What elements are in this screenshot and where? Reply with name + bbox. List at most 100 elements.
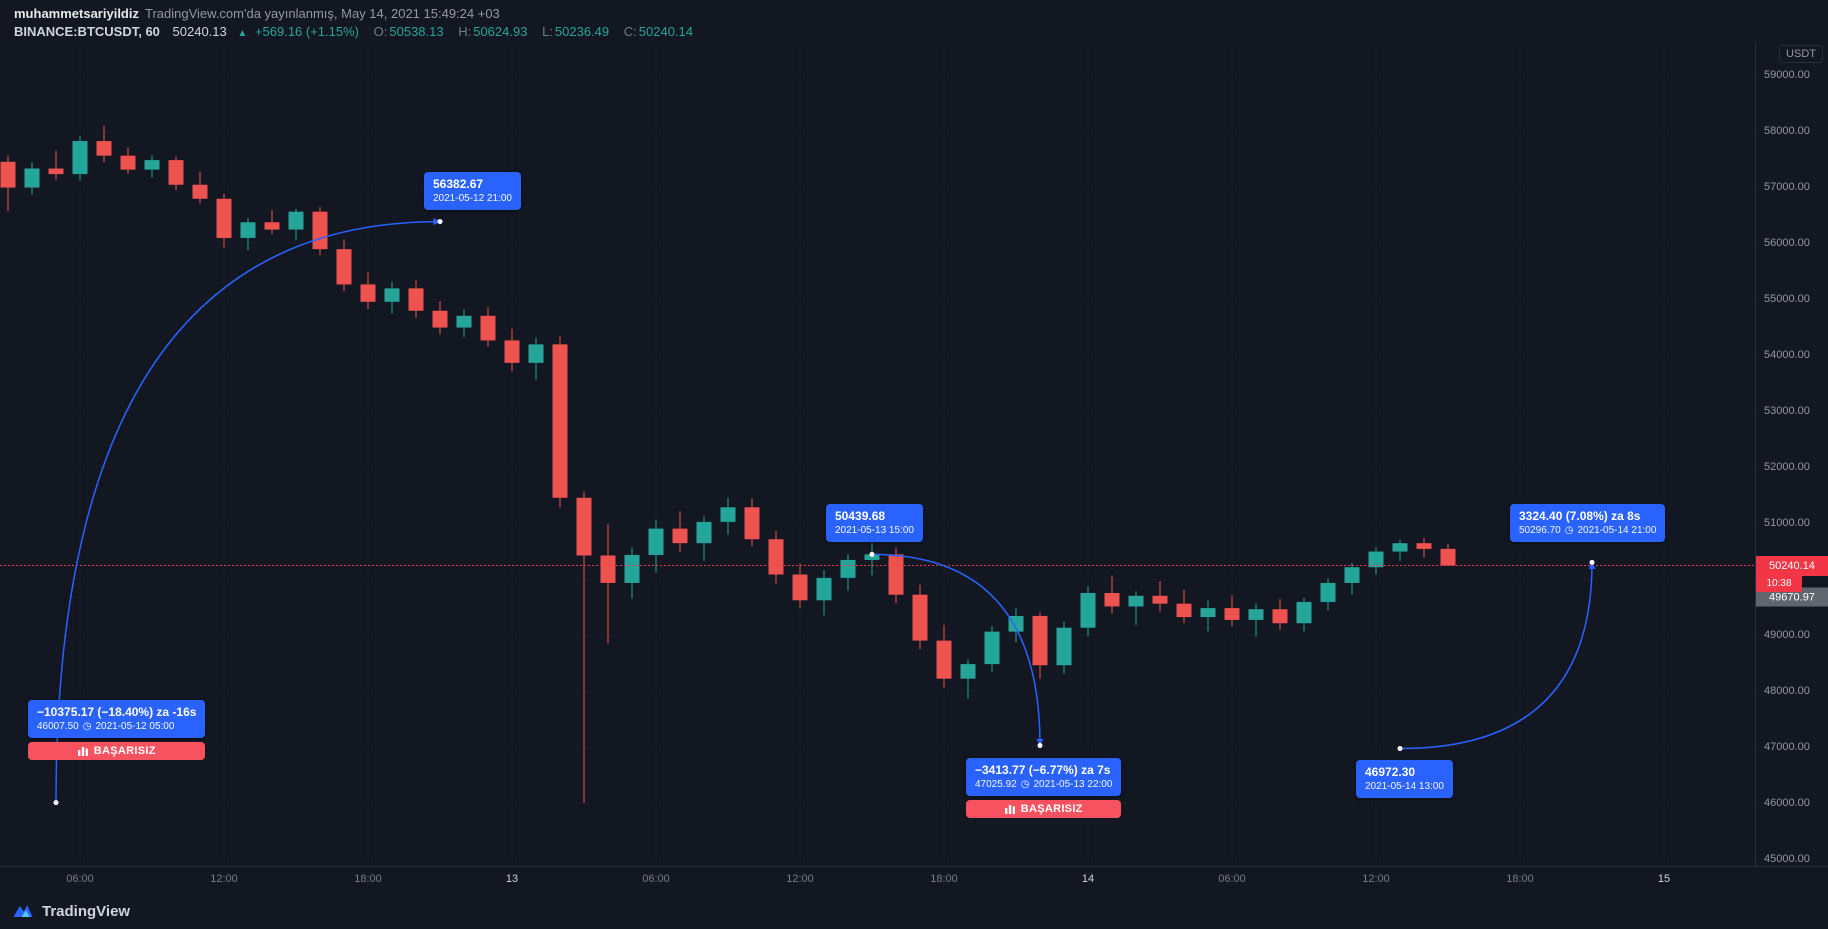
prediction-curve[interactable] [871, 553, 1044, 747]
up-triangle-icon: ▲ [237, 28, 248, 39]
current-price-text: 50240.14 [1769, 559, 1815, 572]
candle-body [1392, 543, 1408, 552]
open-label: O: [373, 24, 388, 39]
time-axis-separator [0, 866, 1828, 867]
time-axis-label: 06:00 [1218, 873, 1246, 885]
time-axis-day-label: 13 [505, 873, 519, 885]
candle-body [816, 577, 832, 601]
candle-body [408, 288, 424, 311]
price-axis-label: 58000.00 [1764, 125, 1810, 137]
candle-body [1008, 615, 1024, 632]
time-axis-label: 12:00 [786, 873, 814, 885]
candle-body [120, 155, 136, 170]
price-axis-label: 48000.00 [1764, 685, 1810, 697]
price-axis-label: 51000.00 [1764, 517, 1810, 529]
time-axis-label: 18:00 [1506, 873, 1534, 885]
candle-body [888, 554, 904, 595]
price-axis-label: 57000.00 [1764, 181, 1810, 193]
candle-body [72, 141, 88, 175]
candle-body [504, 340, 520, 363]
current-price-badge: 50240.14 [1756, 555, 1828, 576]
candle-body [144, 160, 160, 170]
failed-badge: BAŞARISIZ [28, 741, 206, 760]
price-axis-label: 52000.00 [1764, 461, 1810, 473]
time-axis-day-label: 14 [1081, 873, 1095, 885]
curve-endpoint-dot [869, 551, 875, 557]
currency-label: USDT [1779, 45, 1823, 63]
curve-endpoint-dot [437, 219, 443, 225]
failed-text: BAŞARISIZ [93, 744, 156, 757]
prediction-curve[interactable] [55, 218, 441, 803]
candle-body [336, 249, 352, 285]
author-name[interactable]: muhammetsariyildiz [14, 6, 139, 21]
candle-body [912, 594, 928, 641]
candle-body [1056, 627, 1072, 666]
candle-body [1224, 608, 1240, 620]
prediction-failed-icon [1004, 804, 1015, 814]
prediction-change: −3413.77 (−6.77%) za 7s [975, 763, 1111, 777]
prediction-result-3[interactable]: 3324.40 (7.08%) za 8s 50296.70 ◷ 2021-05-1… [1510, 504, 1666, 542]
prediction-start-label-3[interactable]: 46972.30 2021-05-14 13:00 [1356, 760, 1453, 798]
price-axis[interactable]: USDT 59000.00 58000.00 57000.00 56000.00 550… [1756, 42, 1828, 866]
tradingview-logo[interactable] [12, 900, 34, 922]
prediction-detail: 46007.50 ◷ 2021-05-12 05:00 [37, 721, 175, 732]
prediction-detail: 47025.92 ◷ 2021-05-13 22:00 [975, 779, 1113, 790]
candle-body [1416, 543, 1432, 549]
clock-icon: ◷ [1564, 525, 1574, 536]
price-axis-separator [1755, 42, 1756, 866]
prediction-date: 2021-05-12 21:00 [433, 193, 512, 204]
time-axis-label: 06:00 [642, 873, 670, 885]
candle-body [960, 664, 976, 679]
candle-body [1128, 595, 1144, 607]
candle-body [480, 315, 496, 341]
prediction-curve[interactable] [1399, 561, 1596, 750]
candle-body [192, 184, 208, 199]
low-label: L: [542, 24, 553, 39]
prediction-target-label-1[interactable]: 56382.67 2021-05-12 21:00 [424, 172, 521, 210]
price-axis-label: 55000.00 [1764, 293, 1810, 305]
high-label: H: [458, 24, 472, 39]
prediction-result-1[interactable]: −10375.17 (−18.40%) za -16s 46007.50 ◷ 202… [28, 700, 206, 760]
candle-body [96, 141, 112, 156]
candle-countdown-badge: 10:38 [1756, 575, 1802, 592]
candle-body [696, 521, 712, 544]
price-axis-label: 53000.00 [1764, 405, 1810, 417]
symbol-title: BINANCE:BTCUSDT, 60 [14, 24, 160, 39]
candle-body [792, 574, 808, 601]
prediction-change: −10375.17 (−18.40%) za -16s [37, 705, 197, 719]
symbol-info-bar: BINANCE:BTCUSDT, 60 50240.13 ▲ +569.16 (… [14, 24, 693, 39]
candle-body [168, 160, 184, 185]
candle-body [1320, 582, 1336, 602]
candle-body [864, 554, 880, 560]
curve-endpoint-dot [53, 800, 59, 806]
candle-body [312, 211, 328, 250]
footer: TradingView [12, 900, 130, 922]
candle-body [720, 507, 736, 522]
brand-name[interactable]: TradingView [42, 902, 131, 920]
curve-endpoint-dot [1397, 746, 1403, 752]
price-axis-label: 54000.00 [1764, 349, 1810, 361]
clock-icon: ◷ [82, 721, 92, 732]
candle-body [1176, 603, 1192, 618]
candle-body [1296, 601, 1312, 624]
prediction-result-2[interactable]: −3413.77 (−6.77%) za 7s 47025.92 ◷ 2021-05… [966, 758, 1122, 818]
failed-badge: BAŞARISIZ [966, 799, 1122, 818]
candle-body [648, 528, 664, 555]
byline: muhammetsariyildiz TradingView.com'da yay… [14, 6, 500, 21]
candle-body [1104, 593, 1120, 607]
candle-body [576, 497, 592, 556]
candle-body [432, 310, 448, 328]
candle-body [1080, 593, 1096, 628]
time-axis-label: 18:00 [930, 873, 958, 885]
prediction-detail: 50296.70 ◷ 2021-05-14 21:00 [1519, 525, 1657, 536]
price-axis-label: 49000.00 [1764, 629, 1810, 641]
candle-body [528, 344, 544, 363]
prediction-price: 46972.30 [1365, 765, 1416, 779]
prediction-start-label-2[interactable]: 50439.68 2021-05-13 15:00 [826, 504, 923, 542]
candle-body [48, 168, 64, 175]
time-axis-day-label: 15 [1657, 873, 1671, 885]
time-axis-label: 06:00 [66, 873, 94, 885]
close-label: C: [623, 24, 637, 39]
